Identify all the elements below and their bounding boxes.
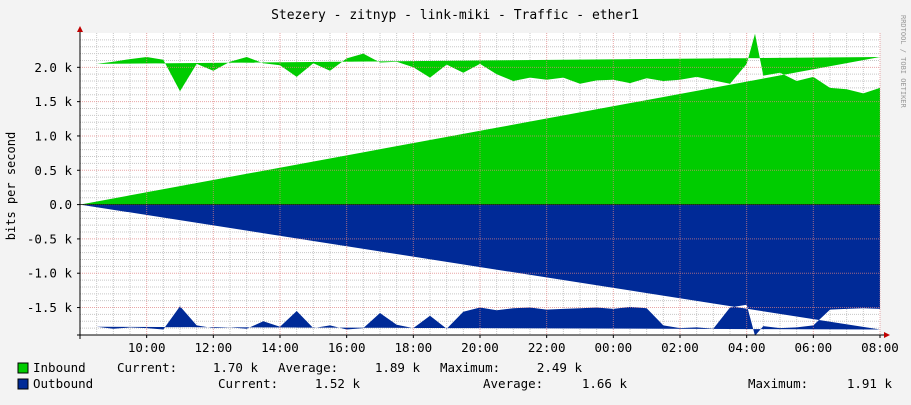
legend-outbound-name: Outbound (33, 376, 93, 391)
x-tick-labels: 10:00 12:00 14:00 16:00 18:00 20:00 22:00 00:00… (128, 340, 899, 355)
legend-outbound-average-value: 1.66 k (582, 376, 628, 391)
y-tick-labels: 2.0 k 1.5 k 1.0 k 0.5 k 0.0 -0.5 k -1.0 k -1.5 … (27, 60, 73, 315)
y-tick-label: 0.5 k (34, 163, 72, 178)
y-tick-label: 1.5 k (34, 94, 72, 109)
legend: Inbound Current: 1.70 k Average: 1.89 k … (17, 360, 893, 391)
x-tick-label: 18:00 (395, 340, 433, 355)
x-tick-label: 02:00 (661, 340, 699, 355)
legend-outbound-maximum-value: 1.91 k (847, 376, 893, 391)
legend-inbound-average-label: Average: (278, 360, 338, 375)
y-tick-label: 0.0 (49, 197, 72, 212)
x-tick-label: 14:00 (261, 340, 299, 355)
x-tick-label: 20:00 (461, 340, 499, 355)
x-tick-label: 04:00 (728, 340, 766, 355)
x-tick-label: 22:00 (528, 340, 566, 355)
y-tick-label: -0.5 k (27, 231, 73, 246)
chart-title: Stezery - zitnyp - link-miki - Traffic -… (271, 8, 639, 23)
legend-outbound-average-label: Average: (483, 376, 543, 391)
legend-inbound-average-value: 1.89 k (375, 360, 421, 375)
x-tick-label: 00:00 (595, 340, 633, 355)
legend-outbound-maximum-label: Maximum: (748, 376, 808, 391)
y-axis-arrow (77, 26, 83, 32)
y-tick-label: 2.0 k (34, 60, 72, 75)
x-tick-label: 10:00 (128, 340, 166, 355)
x-tick-label: 06:00 (795, 340, 833, 355)
legend-inbound-current-value: 1.70 k (213, 360, 259, 375)
legend-outbound-swatch (17, 378, 29, 390)
legend-inbound-current-label: Current: (117, 360, 177, 375)
y-tick-label: 1.0 k (34, 128, 72, 143)
legend-outbound: Outbound Current: 1.52 k Average: 1.66 k… (17, 376, 893, 391)
x-axis-arrow (884, 332, 890, 338)
legend-inbound-swatch (17, 362, 29, 374)
x-tick-label: 12:00 (195, 340, 233, 355)
x-tick-label: 08:00 (861, 340, 899, 355)
axes-layer (77, 26, 890, 339)
legend-inbound-maximum-value: 2.49 k (537, 360, 583, 375)
legend-inbound: Inbound Current: 1.70 k Average: 1.89 k … (17, 360, 583, 375)
legend-outbound-current-label: Current: (218, 376, 278, 391)
legend-outbound-current-value: 1.52 k (315, 376, 361, 391)
y-tick-label: -1.5 k (27, 300, 73, 315)
legend-inbound-name: Inbound (33, 360, 86, 375)
x-tick-label: 16:00 (328, 340, 366, 355)
legend-inbound-maximum-label: Maximum: (440, 360, 500, 375)
rrdtool-watermark: RRDTOOL / TOBI OETIKER (899, 15, 907, 109)
y-axis-label: bits per second (4, 132, 18, 240)
y-tick-label: -1.0 k (27, 266, 73, 281)
